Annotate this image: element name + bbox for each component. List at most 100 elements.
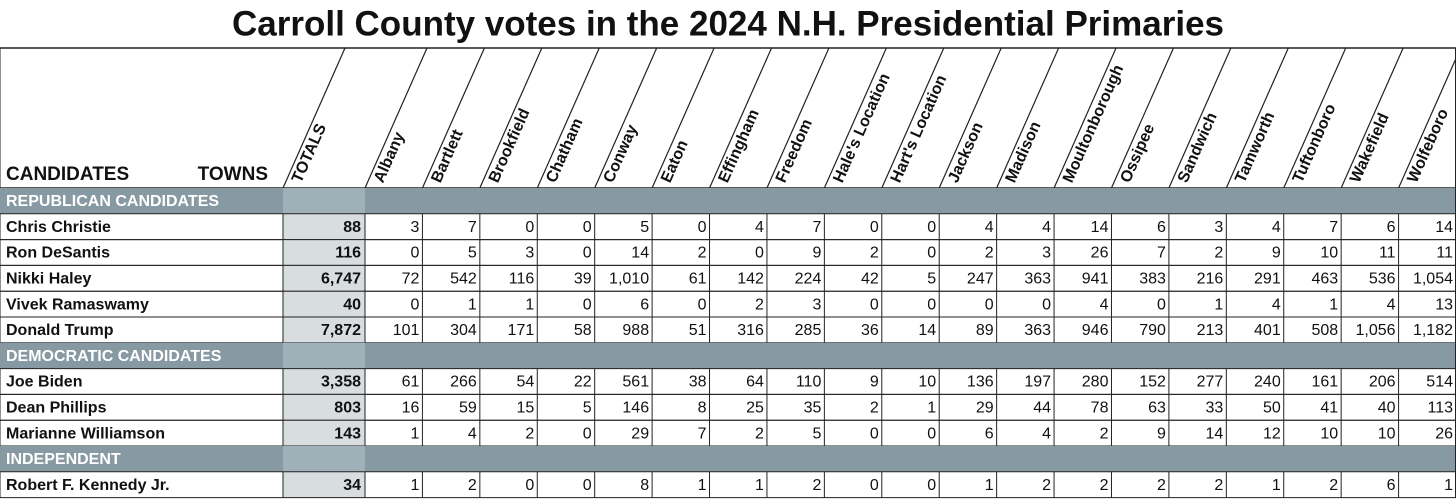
- vote-cell: 0: [525, 477, 534, 494]
- towns-label: TOWNS: [198, 164, 268, 185]
- vote-cell: 26: [1091, 245, 1109, 262]
- vote-cell: 29: [976, 400, 994, 417]
- vote-cell: 110: [796, 374, 822, 391]
- vote-cell: 2: [1214, 477, 1223, 494]
- vote-cell: 561: [622, 374, 649, 391]
- candidates-label: CANDIDATES: [6, 164, 129, 185]
- vote-cell: 6: [985, 425, 994, 442]
- vote-cell: 6: [1387, 477, 1396, 494]
- candidate-name: Marianne Williamson: [6, 425, 165, 442]
- section-band: [0, 446, 1456, 472]
- vote-cell: 1,182: [1413, 322, 1453, 339]
- vote-cell: 8: [640, 477, 649, 494]
- vote-cell: 35: [804, 400, 822, 417]
- vote-cell: 101: [393, 322, 420, 339]
- header-divider: [938, 47, 1002, 189]
- totals-cell: [283, 213, 365, 240]
- table-title: Carroll County votes in the 2024 N.H. Pr…: [232, 4, 1224, 43]
- vote-cell: 15: [516, 400, 534, 417]
- vote-cell: 1: [1329, 296, 1338, 313]
- total-cell: 6,747: [321, 271, 361, 288]
- vote-cell: 0: [927, 477, 936, 494]
- vote-cell: 2: [525, 425, 534, 442]
- vote-cell: 1: [698, 477, 707, 494]
- vote-cell: 0: [1042, 296, 1051, 313]
- vote-cell: 0: [698, 219, 707, 236]
- vote-cell: 22: [574, 374, 592, 391]
- vote-cell: 542: [450, 271, 477, 288]
- vote-cell: 7: [812, 219, 821, 236]
- vote-cell: 2: [1042, 477, 1051, 494]
- vote-cell: 4: [1272, 296, 1281, 313]
- header-divider: [536, 47, 600, 189]
- vote-cell: 0: [755, 245, 764, 262]
- vote-cell: 941: [1082, 271, 1109, 288]
- header-divider: [1283, 47, 1347, 189]
- vote-cell: 113: [1427, 400, 1453, 417]
- total-cell: 143: [334, 425, 361, 442]
- vote-cell: 9: [812, 245, 821, 262]
- vote-cell: 36: [861, 322, 879, 339]
- vote-cell: 39: [574, 271, 592, 288]
- vote-cell: 277: [1197, 374, 1224, 391]
- vote-cell: 0: [411, 245, 420, 262]
- vote-cell: 61: [689, 271, 707, 288]
- vote-cell: 1: [985, 477, 994, 494]
- totals-cell: [283, 291, 365, 317]
- section-band-totals: [283, 188, 365, 214]
- vote-cell: 1: [1272, 477, 1281, 494]
- vote-cell: 7: [468, 219, 477, 236]
- vote-cell: 0: [698, 296, 707, 313]
- vote-cell: 6: [1387, 219, 1396, 236]
- vote-cell: 161: [1311, 374, 1338, 391]
- vote-cell: 2: [1329, 477, 1338, 494]
- vote-cell: 224: [795, 271, 822, 288]
- vote-cell: 2: [1100, 477, 1109, 494]
- vote-cell: 247: [967, 271, 994, 288]
- vote-cell: 14: [631, 245, 649, 262]
- vote-cell: 2: [755, 425, 764, 442]
- vote-cell: 2: [698, 245, 707, 262]
- vote-cell: 2: [755, 296, 764, 313]
- candidate-name: Ron DeSantis: [6, 245, 110, 262]
- candidate-name: Robert F. Kennedy Jr.: [6, 477, 170, 494]
- section-band: [0, 342, 1456, 369]
- total-cell: 34: [343, 477, 361, 494]
- vote-cell: 363: [1024, 322, 1051, 339]
- vote-cell: 0: [870, 296, 879, 313]
- vote-cell: 10: [1320, 245, 1338, 262]
- vote-cell: 25: [746, 400, 764, 417]
- vote-cell: 12: [1263, 425, 1281, 442]
- vote-cell: 29: [631, 425, 649, 442]
- vote-cell: 3: [411, 219, 420, 236]
- vote-cell: 10: [1378, 425, 1396, 442]
- vote-cell: 0: [583, 425, 592, 442]
- vote-cell: 0: [583, 296, 592, 313]
- vote-cell: 3: [1214, 219, 1223, 236]
- section-band-totals: [283, 342, 365, 369]
- vote-cell: 280: [1082, 374, 1109, 391]
- vote-cell: 5: [583, 400, 592, 417]
- vote-cell: 9: [1272, 245, 1281, 262]
- section-band-totals: [283, 446, 365, 472]
- vote-cell: 3: [1042, 245, 1051, 262]
- header-divider: [766, 47, 830, 189]
- header-divider: [421, 47, 485, 189]
- vote-cell: 41: [1320, 400, 1338, 417]
- candidate-name: Chris Christie: [6, 219, 111, 236]
- totals-cell: [283, 317, 365, 343]
- vote-cell: 89: [976, 322, 994, 339]
- total-cell: 40: [343, 296, 361, 313]
- vote-cell: 16: [402, 400, 420, 417]
- vote-cell: 383: [1139, 271, 1166, 288]
- header-divider: [1225, 47, 1289, 189]
- vote-cell: 2: [1100, 425, 1109, 442]
- vote-cell: 33: [1206, 400, 1224, 417]
- vote-cell: 14: [1206, 425, 1224, 442]
- vote-cell: 5: [640, 219, 649, 236]
- vote-cell: 5: [927, 271, 936, 288]
- vote-cell: 988: [622, 322, 649, 339]
- vote-cell: 6: [1157, 219, 1166, 236]
- vote-cell: 0: [927, 245, 936, 262]
- vote-cell: 14: [918, 322, 936, 339]
